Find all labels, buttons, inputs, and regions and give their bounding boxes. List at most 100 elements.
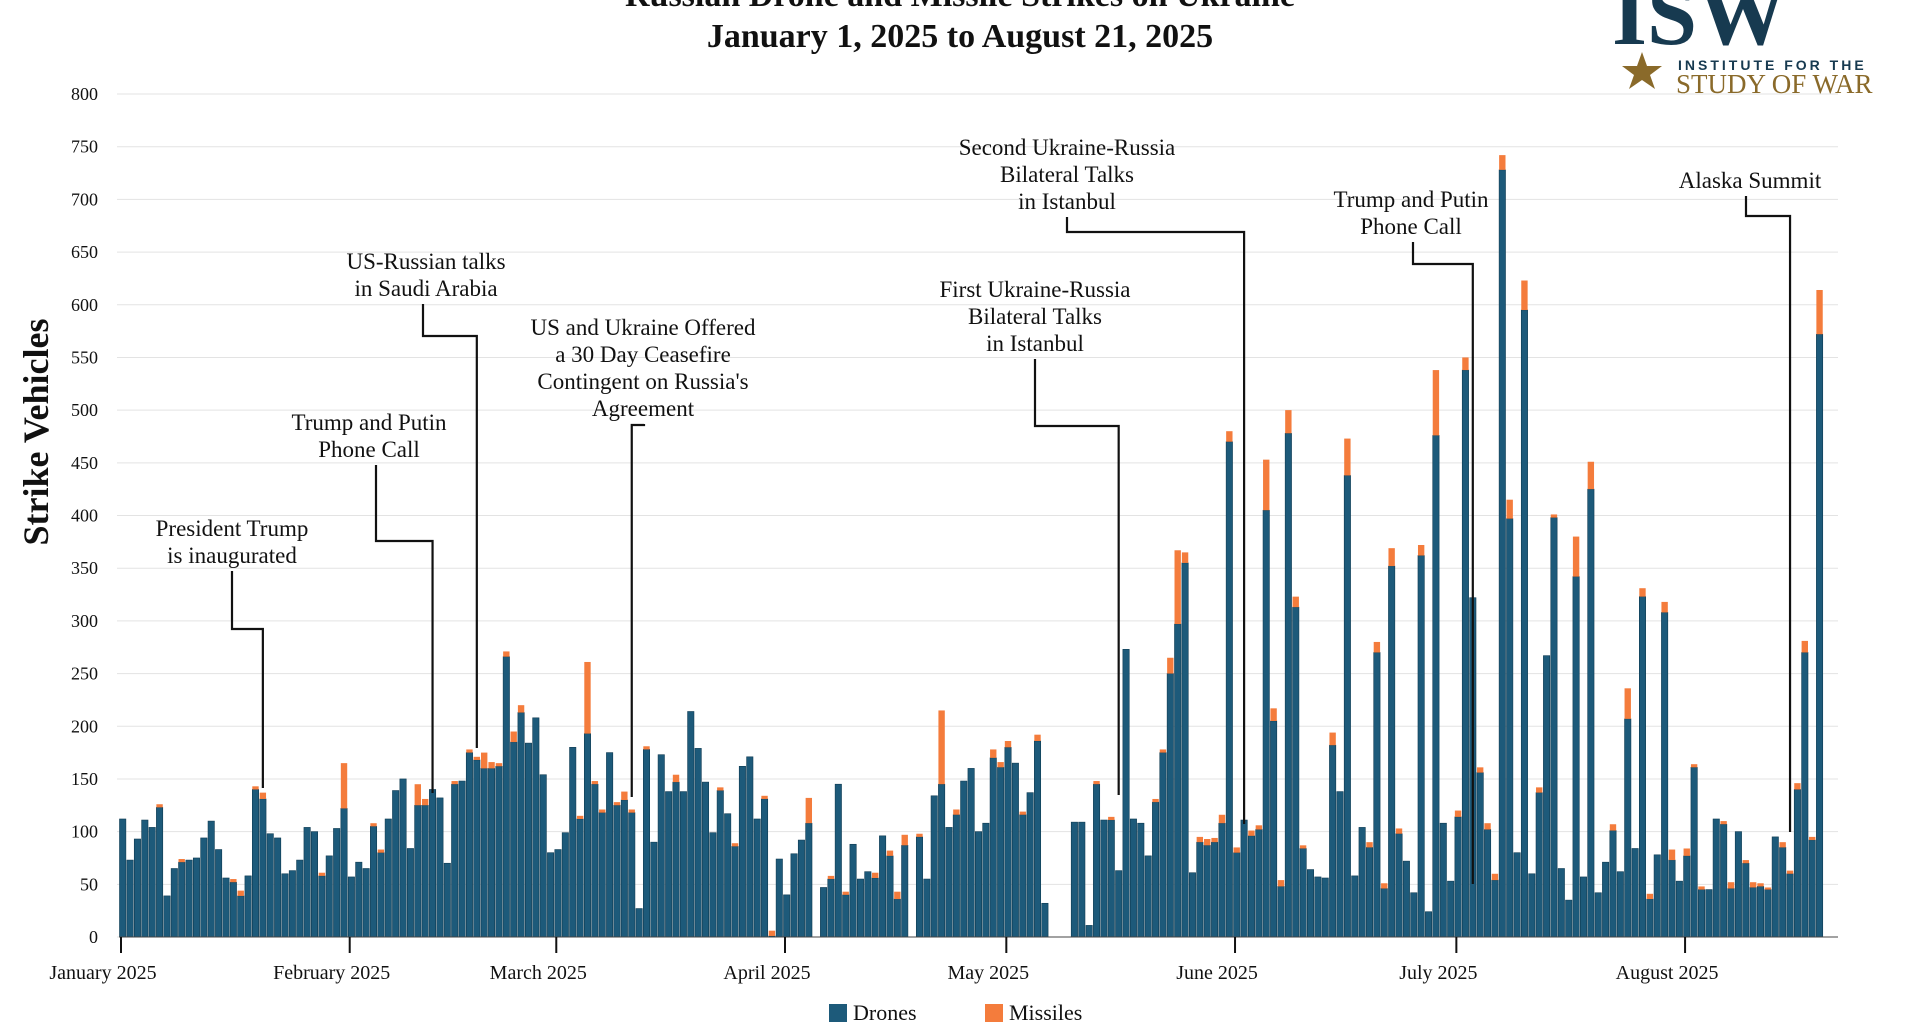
missile-bar	[584, 661, 591, 734]
missile-bar	[1808, 836, 1816, 841]
missile-bar	[827, 875, 835, 880]
drone-bar	[834, 783, 842, 938]
drone-bar	[1550, 517, 1558, 938]
missile-bar	[1417, 545, 1425, 556]
drone-bar	[975, 831, 982, 938]
drone-bar	[1211, 841, 1219, 938]
drone-bar	[893, 898, 901, 938]
drone-bar	[1727, 888, 1735, 938]
drone-bar	[1351, 875, 1359, 938]
missile-bar	[1299, 845, 1307, 849]
drone-bar	[524, 742, 532, 938]
missile-bar	[517, 705, 525, 713]
drone-bar	[1764, 889, 1772, 938]
missile-bar	[1727, 882, 1735, 889]
drone-bar	[805, 822, 813, 938]
drone-bar	[797, 839, 805, 938]
drone-bar	[547, 852, 555, 938]
drone-bar	[266, 833, 274, 938]
drone-bar	[1336, 791, 1344, 938]
drone-bar	[672, 781, 680, 938]
missile-bar	[1159, 749, 1167, 753]
missile-bar	[1366, 842, 1373, 848]
missile-bar	[1749, 882, 1757, 888]
annotation-text: is inaugurated	[167, 543, 297, 568]
drone-bar	[1314, 876, 1322, 938]
drone-bar	[510, 741, 518, 938]
drone-bar	[1565, 899, 1573, 938]
y-tick-label: 300	[71, 611, 98, 631]
missile-bar	[1506, 499, 1513, 519]
drone-bar	[635, 908, 643, 938]
x-tick-label: February 2025	[273, 962, 390, 984]
drone-bar	[517, 712, 525, 938]
legend: Drones Missiles	[829, 1000, 1082, 1024]
missile-bar	[599, 809, 606, 813]
legend-swatch	[829, 1004, 847, 1022]
annotation-text: Alaska Summit	[1679, 168, 1822, 193]
drone-bar	[333, 828, 341, 938]
drone-bar	[761, 798, 769, 938]
missile-bar	[953, 809, 960, 815]
drone-bar	[709, 832, 717, 938]
annotation-leader-line	[630, 423, 646, 797]
missile-bar	[1167, 657, 1174, 674]
missile-bar	[1255, 825, 1263, 830]
drone-bar	[229, 881, 237, 938]
y-tick-label: 500	[71, 400, 98, 420]
drone-bar	[215, 849, 223, 938]
x-tick-label: January 2025	[49, 962, 156, 984]
annotation-leader-line	[230, 571, 264, 788]
drone-bar	[1366, 847, 1374, 938]
drone-bar	[945, 827, 953, 938]
drone-bar	[938, 783, 946, 938]
annotation-leader-line	[1411, 242, 1474, 884]
drone-bar	[1793, 789, 1801, 938]
drone-bar	[650, 841, 658, 938]
drone-bar	[1771, 836, 1779, 938]
drone-bar	[1439, 822, 1447, 938]
y-tick-label: 0	[89, 927, 98, 947]
drone-bar	[842, 894, 850, 938]
legend-swatch	[985, 1004, 1003, 1022]
missile-bar	[1174, 550, 1181, 625]
missile-bar	[1587, 461, 1595, 490]
missile-bar	[1211, 837, 1218, 843]
missile-bar	[1019, 811, 1026, 815]
drone-bar	[1712, 818, 1720, 938]
missile-bar	[1786, 870, 1794, 874]
drone-bar	[1425, 911, 1433, 938]
drone-bar	[244, 875, 252, 938]
drone-bar	[1661, 612, 1669, 938]
missile-bar	[1388, 548, 1395, 567]
drone-bar	[1019, 814, 1027, 938]
drone-bar	[775, 858, 783, 938]
missile-bar	[591, 781, 599, 785]
drone-bar	[1720, 823, 1728, 938]
drone-bar	[1808, 839, 1816, 938]
missile-bar	[1152, 798, 1159, 803]
star-icon	[1622, 52, 1662, 89]
drone-bar	[569, 747, 577, 938]
missile-bar	[576, 815, 584, 819]
drone-bar	[886, 855, 894, 938]
drone-bar	[1786, 873, 1794, 938]
drone-bar	[1609, 830, 1617, 938]
drone-bar	[303, 827, 311, 938]
annotation-text: US and Ukraine Offered	[530, 315, 756, 340]
drone-bar	[967, 768, 975, 938]
drone-bar	[989, 757, 997, 938]
annotation-text: Bilateral Talks	[1000, 162, 1134, 187]
missile-bar	[1108, 816, 1115, 821]
drone-bar	[1624, 718, 1632, 938]
x-tick-label: July 2025	[1399, 962, 1477, 984]
missile-bar	[1432, 370, 1440, 436]
drone-bar	[1491, 879, 1499, 938]
logo-letters: ISW	[1612, 0, 1787, 64]
missile-bar	[1572, 536, 1580, 577]
drone-bar	[1402, 860, 1410, 938]
drone-bar	[1078, 821, 1086, 938]
drone-bar	[259, 798, 267, 938]
drone-bar	[1321, 877, 1329, 938]
y-tick-label: 50	[80, 874, 98, 894]
